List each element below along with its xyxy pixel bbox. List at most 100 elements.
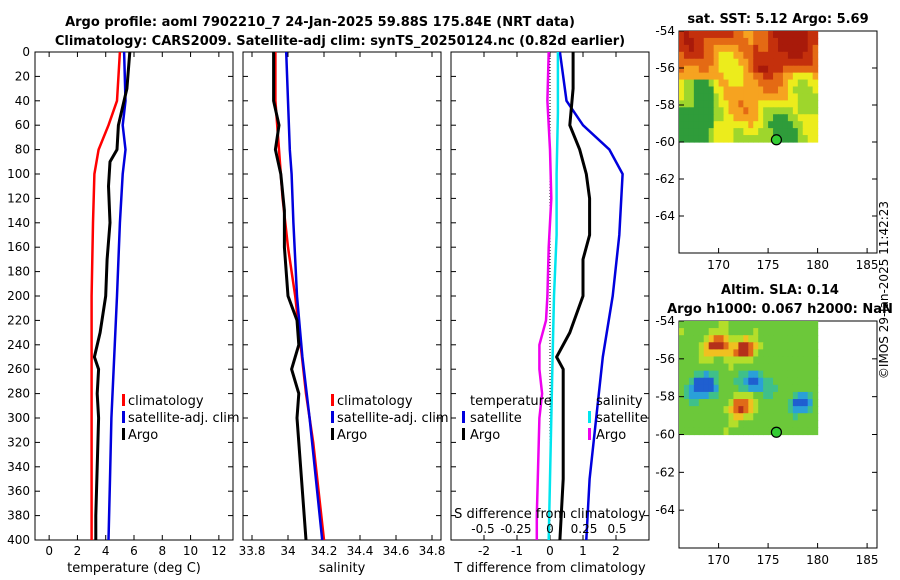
map-cell [782, 342, 789, 350]
map-cell [723, 107, 730, 115]
legend-label: climatology [337, 394, 413, 409]
map-cell [708, 37, 715, 46]
map-cell [743, 100, 749, 108]
map-cell [738, 79, 744, 88]
x-tick-label: 34.4 [347, 544, 374, 558]
map-cell [812, 135, 819, 143]
map-cell [728, 44, 735, 53]
map-cell [763, 79, 769, 88]
map-cell [713, 37, 720, 46]
map-cell [688, 321, 695, 329]
map-cell [688, 377, 695, 386]
map-cell [698, 135, 705, 143]
map-cell [812, 391, 819, 400]
map-cell [782, 86, 789, 95]
map-cell [773, 107, 779, 115]
map-cell [792, 100, 799, 108]
map-cell [728, 377, 735, 386]
map-cell [738, 356, 744, 365]
map-cell [728, 384, 735, 393]
map-cell [782, 100, 789, 108]
map-cell [698, 335, 705, 343]
map-cell [768, 384, 774, 393]
map-cell [698, 427, 705, 436]
map-cell [698, 406, 705, 414]
map-cell [693, 135, 700, 143]
map-cell [688, 391, 695, 400]
map-cell [743, 420, 749, 428]
salinity-series [272, 52, 326, 540]
legend-swatch-s-argo [588, 428, 591, 440]
map-cell [728, 399, 735, 407]
map-cell [773, 79, 779, 88]
map-cell [693, 370, 700, 379]
map-cell [797, 413, 804, 421]
map-cell [768, 328, 774, 336]
map-cell [733, 413, 739, 421]
sla-map-title: Altim. SLA: 0.14 [721, 283, 839, 298]
map-cell [792, 58, 799, 67]
map-cell [698, 86, 705, 95]
map-cell [792, 384, 799, 393]
map-cell [703, 420, 710, 428]
map-cell [713, 413, 720, 421]
map-cell [683, 114, 690, 122]
y-tick-label: 100 [7, 167, 30, 181]
map-cell [763, 65, 769, 74]
map-cell [812, 65, 819, 74]
map-cell [733, 328, 739, 336]
map-cell [763, 342, 769, 350]
map-cell [693, 107, 700, 115]
map-cell [773, 100, 779, 108]
map-cell [733, 427, 739, 436]
map-cell [792, 413, 799, 421]
map-cell [802, 335, 809, 343]
map-cell [792, 399, 799, 407]
map-cell [763, 58, 769, 67]
map-cell [693, 51, 700, 60]
map-cell [708, 321, 715, 329]
map-cell [782, 349, 789, 358]
map-cell [728, 93, 735, 101]
map-cell [797, 86, 804, 95]
map-cell [718, 65, 725, 74]
map-cell [688, 356, 695, 365]
map-cell [797, 31, 804, 39]
map-cell [753, 321, 759, 329]
x-tick-label: 175 [757, 553, 780, 567]
map-cell [802, 399, 809, 407]
map-cell [758, 321, 764, 329]
map-cell [683, 37, 690, 46]
map-cell [782, 128, 789, 136]
map-cell [683, 335, 690, 343]
legend-label: satellite-adj. clim [337, 411, 449, 426]
s-tick: 0 [546, 522, 554, 536]
map-cell [703, 79, 710, 88]
map-cell [693, 335, 700, 343]
s-difference-label: S difference from climatology [454, 507, 646, 522]
map-cell [748, 72, 754, 81]
map-cell [787, 391, 794, 400]
y-tick-label: 160 [7, 240, 30, 254]
map-cell [797, 399, 804, 407]
map-cell [733, 356, 739, 365]
map-cell [728, 342, 735, 350]
map-cell [688, 420, 695, 428]
map-cell [763, 114, 769, 122]
map-cell [773, 44, 779, 53]
map-cell [753, 100, 759, 108]
map-cell [743, 356, 749, 365]
map-cell [812, 128, 819, 136]
map-cell [698, 72, 705, 81]
map-cell [778, 72, 784, 81]
map-cell [679, 79, 685, 88]
map-cell [713, 72, 720, 81]
map-cell [688, 370, 695, 379]
map-cell [778, 93, 784, 101]
legend-swatch-argo [122, 428, 125, 440]
map-cell [787, 399, 794, 407]
map-cell [768, 65, 774, 74]
y-tick-label: 240 [7, 338, 30, 352]
map-cell [679, 44, 685, 53]
map-cell [792, 321, 799, 329]
